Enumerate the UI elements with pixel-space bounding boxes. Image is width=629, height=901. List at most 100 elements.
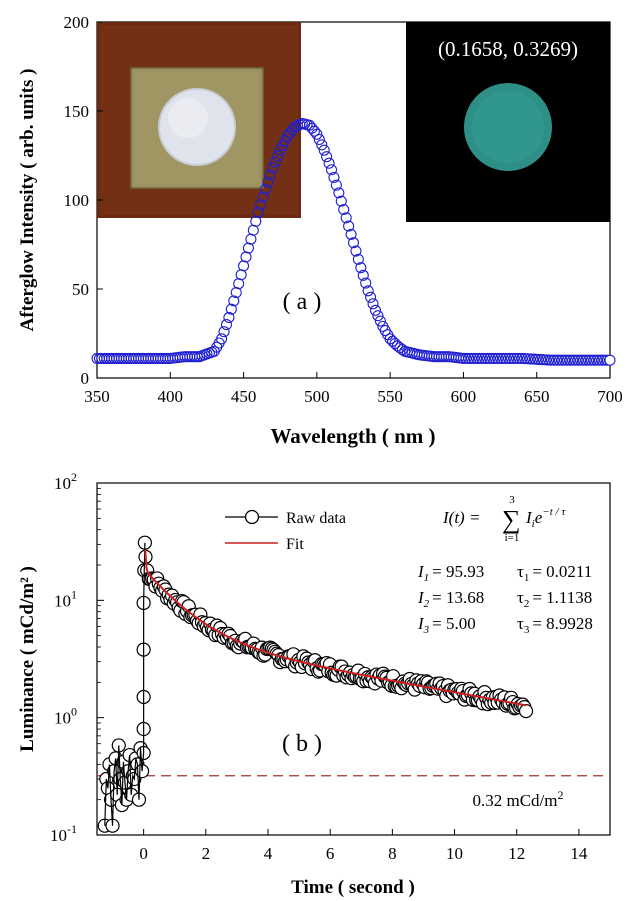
data-point-a xyxy=(489,352,501,364)
data-point-a xyxy=(465,352,477,364)
data-point-a xyxy=(479,352,491,364)
y-axis-label-a: Afterglow Intensity ( arb. units ) xyxy=(17,69,38,332)
equation-lhs: I(t) = xyxy=(442,508,480,527)
data-point-a xyxy=(457,352,469,364)
data-point-a xyxy=(561,354,573,366)
data-point-a xyxy=(362,285,374,297)
panel-a: (0.1658, 0.3269) 350 400 450 500 550 600 650 70… xyxy=(17,13,623,448)
data-point-a xyxy=(269,156,281,168)
data-point-a xyxy=(272,150,284,162)
x-tick-label-a: 500 xyxy=(304,387,330,406)
data-point-a xyxy=(604,354,616,366)
data-point-a xyxy=(330,179,342,191)
data-point-a xyxy=(340,212,352,224)
data-point-a xyxy=(572,354,584,366)
rise-line xyxy=(104,542,146,826)
data-point-a xyxy=(350,245,362,257)
data-point-a xyxy=(333,187,345,199)
y-tick-label-b: 101 xyxy=(54,587,77,610)
data-point-a xyxy=(551,354,563,366)
data-point-a xyxy=(508,352,520,364)
data-point-a xyxy=(500,352,512,364)
data-point-a xyxy=(585,354,597,366)
panel-label-a: ( a ) xyxy=(283,289,322,315)
inset-photo-sample xyxy=(97,22,301,218)
data-point-a xyxy=(308,125,320,137)
data-point-a xyxy=(365,291,377,303)
data-point-a xyxy=(311,128,323,140)
data-point-a xyxy=(223,311,235,324)
x-axis-label-a: Wavelength ( nm ) xyxy=(270,424,435,448)
inset-photo-afterglow: (0.1658, 0.3269) xyxy=(406,22,610,222)
data-point-a xyxy=(313,133,325,146)
legend-fit-label: Fit xyxy=(286,536,304,553)
data-point-a xyxy=(264,169,276,181)
fit-parameters: I1 = 95.93 τ1 = 0.0211 I2 = 13.68 τ2 = 1.1138 … xyxy=(417,562,593,636)
raw-data-point xyxy=(518,704,534,719)
data-point-a xyxy=(468,352,480,364)
data-point-a xyxy=(372,310,384,322)
x-tick-label-b: 6 xyxy=(326,844,335,863)
data-point-a xyxy=(347,237,360,249)
legend-raw-label: Raw data xyxy=(286,510,346,527)
data-point-a xyxy=(318,144,330,156)
data-point-a xyxy=(252,206,264,219)
param-row-1: I1 = 95.93 τ1 = 0.0211 xyxy=(417,562,592,584)
data-point-a xyxy=(262,176,274,188)
data-point-a xyxy=(225,303,237,315)
x-tick-label-a: 400 xyxy=(158,387,184,406)
x-axis-label-b: Time ( second ) xyxy=(291,877,415,898)
y-ticks-b: 102 101 100 10-1 xyxy=(50,470,104,845)
data-point-a xyxy=(513,352,525,364)
data-point-a xyxy=(545,354,557,366)
data-point-a xyxy=(343,220,355,232)
data-point-a xyxy=(497,352,509,364)
data-point-a xyxy=(591,354,603,366)
y-tick-label-b: 102 xyxy=(54,470,77,493)
x-ticks-b: 0 2 4 6 8 10 12 14 xyxy=(139,829,588,863)
data-point-a xyxy=(484,352,496,364)
data-point-a xyxy=(495,352,507,364)
x-tick-label-b: 0 xyxy=(139,844,148,863)
equation-upper: 3 xyxy=(509,494,515,506)
panel-label-b: ( b ) xyxy=(282,731,322,757)
x-tick-label-b: 12 xyxy=(508,844,525,863)
threshold-label: 0.32 mCd/m2 xyxy=(472,788,563,810)
data-point-a xyxy=(345,228,357,240)
y-tick-label-a: 50 xyxy=(72,280,89,299)
data-point-a xyxy=(503,352,515,364)
param-row-2: I2 = 13.68 τ2 = 1.1138 xyxy=(417,588,592,610)
data-point-a xyxy=(360,277,372,289)
data-point-a xyxy=(559,354,571,366)
y-axis-label-b: Luminance ( mCd/m² ) xyxy=(17,566,38,752)
fit-curve xyxy=(144,549,527,707)
data-point-a xyxy=(228,295,240,307)
data-point-a xyxy=(216,333,228,345)
data-point-a xyxy=(473,352,485,364)
x-tick-label-b: 2 xyxy=(202,844,211,863)
data-point-a xyxy=(218,326,230,338)
x-tick-label-b: 10 xyxy=(446,844,463,863)
x-ticks-a: 350 400 450 500 550 600 650 700 xyxy=(84,372,623,406)
panel-b: 0 2 4 6 8 10 12 14 102 101 100 10-1 0.32 mCd/m2 Ra… xyxy=(17,470,611,898)
y-ticks-a: 0 50 100 150 200 xyxy=(64,13,103,388)
legend-raw-marker xyxy=(244,509,260,525)
data-point-a xyxy=(267,162,279,174)
x-tick-label-b: 14 xyxy=(570,844,588,863)
x-tick-label-a: 600 xyxy=(451,387,477,406)
data-point-a xyxy=(323,157,335,169)
data-point-a xyxy=(357,269,369,281)
data-point-a xyxy=(338,203,350,216)
series-points-a xyxy=(91,117,616,366)
cie-coordinate-label: (0.1658, 0.3269) xyxy=(438,37,578,61)
data-point-a xyxy=(548,354,560,366)
data-point-a xyxy=(593,354,605,366)
data-point-a xyxy=(260,183,272,195)
equation-lower: i=1 xyxy=(505,532,520,544)
data-point-a xyxy=(255,199,267,211)
y-tick-label-a: 200 xyxy=(64,13,90,32)
data-point-a xyxy=(352,253,364,265)
data-point-a xyxy=(476,352,488,364)
x-tick-label-a: 650 xyxy=(524,387,550,406)
